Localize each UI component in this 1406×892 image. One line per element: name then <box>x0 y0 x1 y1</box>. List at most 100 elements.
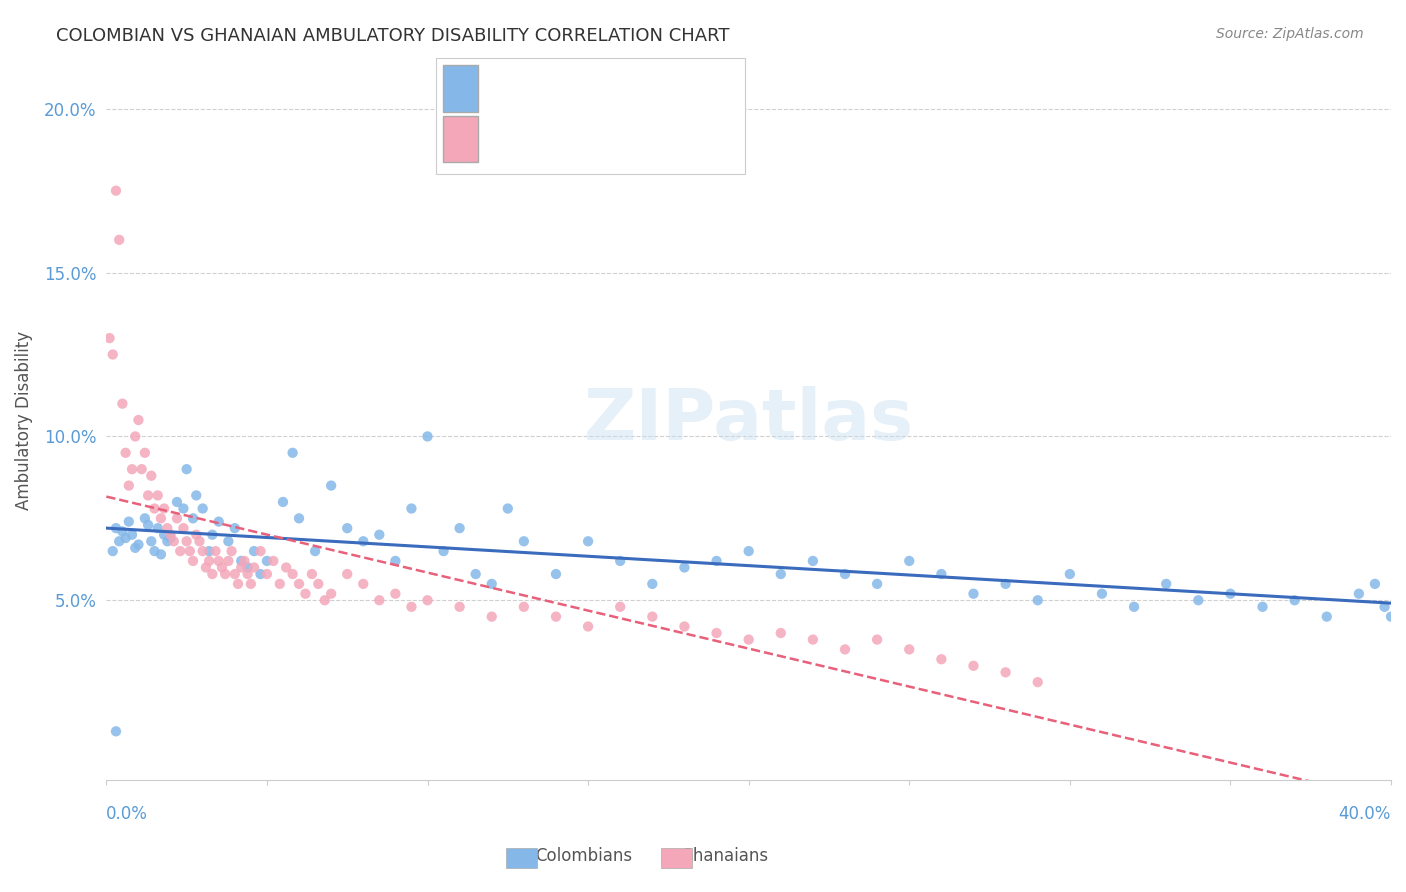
Point <box>127 413 149 427</box>
Point <box>121 462 143 476</box>
Point <box>352 577 374 591</box>
Point <box>416 593 439 607</box>
Point <box>159 527 181 541</box>
Point <box>198 544 221 558</box>
Point <box>186 488 208 502</box>
Point <box>294 587 316 601</box>
Point <box>641 577 664 591</box>
Text: R =  -0.221   N = 81: R = -0.221 N = 81 <box>488 71 671 89</box>
Point <box>108 534 131 549</box>
Point <box>181 511 204 525</box>
Point <box>432 544 454 558</box>
Point <box>176 462 198 476</box>
Point <box>801 632 824 647</box>
Point <box>962 658 984 673</box>
Point <box>609 599 631 614</box>
Point <box>769 567 792 582</box>
Point <box>481 577 503 591</box>
Point <box>236 567 259 582</box>
Point <box>262 554 284 568</box>
Point <box>706 626 728 640</box>
Y-axis label: Ambulatory Disability: Ambulatory Disability <box>15 330 32 509</box>
Point <box>1154 577 1177 591</box>
Point <box>146 488 169 502</box>
Point <box>118 478 141 492</box>
Point <box>288 577 311 591</box>
Point <box>191 501 214 516</box>
Point <box>416 429 439 443</box>
Point <box>1026 675 1049 690</box>
Point <box>321 587 343 601</box>
Point <box>101 347 124 361</box>
Point <box>281 446 304 460</box>
Point <box>271 495 294 509</box>
Point <box>98 331 121 345</box>
Text: Source: ZipAtlas.com: Source: ZipAtlas.com <box>1216 27 1364 41</box>
Point <box>336 521 359 535</box>
Point <box>513 599 536 614</box>
Point <box>143 544 166 558</box>
Point <box>544 567 567 582</box>
Point <box>1026 593 1049 607</box>
Point <box>256 567 278 582</box>
Point <box>1316 609 1339 624</box>
Point <box>1347 587 1369 601</box>
Point <box>191 544 214 558</box>
Point <box>544 609 567 624</box>
Point <box>496 501 519 516</box>
Point <box>149 548 172 562</box>
Point <box>1091 587 1114 601</box>
Point <box>368 527 391 541</box>
Point <box>336 567 359 582</box>
Point <box>124 541 146 555</box>
Point <box>217 534 239 549</box>
Point <box>104 521 127 535</box>
Point <box>276 560 298 574</box>
Point <box>136 488 159 502</box>
Point <box>172 501 194 516</box>
Point <box>104 724 127 739</box>
Point <box>179 544 201 558</box>
Point <box>576 619 599 633</box>
Point <box>301 567 323 582</box>
Point <box>186 527 208 541</box>
Point <box>256 554 278 568</box>
Point <box>304 544 326 558</box>
Point <box>834 642 856 657</box>
Point <box>898 642 921 657</box>
Point <box>401 501 423 516</box>
Point <box>1059 567 1081 582</box>
Point <box>1123 599 1146 614</box>
Point <box>134 511 156 525</box>
Point <box>1251 599 1274 614</box>
Point <box>111 524 134 539</box>
Point <box>217 554 239 568</box>
Point <box>172 521 194 535</box>
Point <box>211 560 233 574</box>
Point <box>321 478 343 492</box>
Point <box>931 567 953 582</box>
Point <box>737 544 759 558</box>
Text: Ghanaians: Ghanaians <box>681 847 768 865</box>
Point <box>866 577 889 591</box>
Point <box>136 517 159 532</box>
Point <box>114 446 136 460</box>
Point <box>111 397 134 411</box>
Point <box>706 554 728 568</box>
Point <box>121 527 143 541</box>
Point <box>352 534 374 549</box>
Point <box>737 632 759 647</box>
Point <box>176 534 198 549</box>
Point <box>141 468 163 483</box>
Point <box>401 599 423 614</box>
Point <box>368 593 391 607</box>
Point <box>208 554 231 568</box>
Point <box>226 577 249 591</box>
Point <box>243 560 266 574</box>
Point <box>159 531 181 545</box>
Point <box>231 554 253 568</box>
Point <box>214 567 236 582</box>
Text: 0.0%: 0.0% <box>107 805 148 823</box>
Point <box>834 567 856 582</box>
Point <box>239 577 262 591</box>
